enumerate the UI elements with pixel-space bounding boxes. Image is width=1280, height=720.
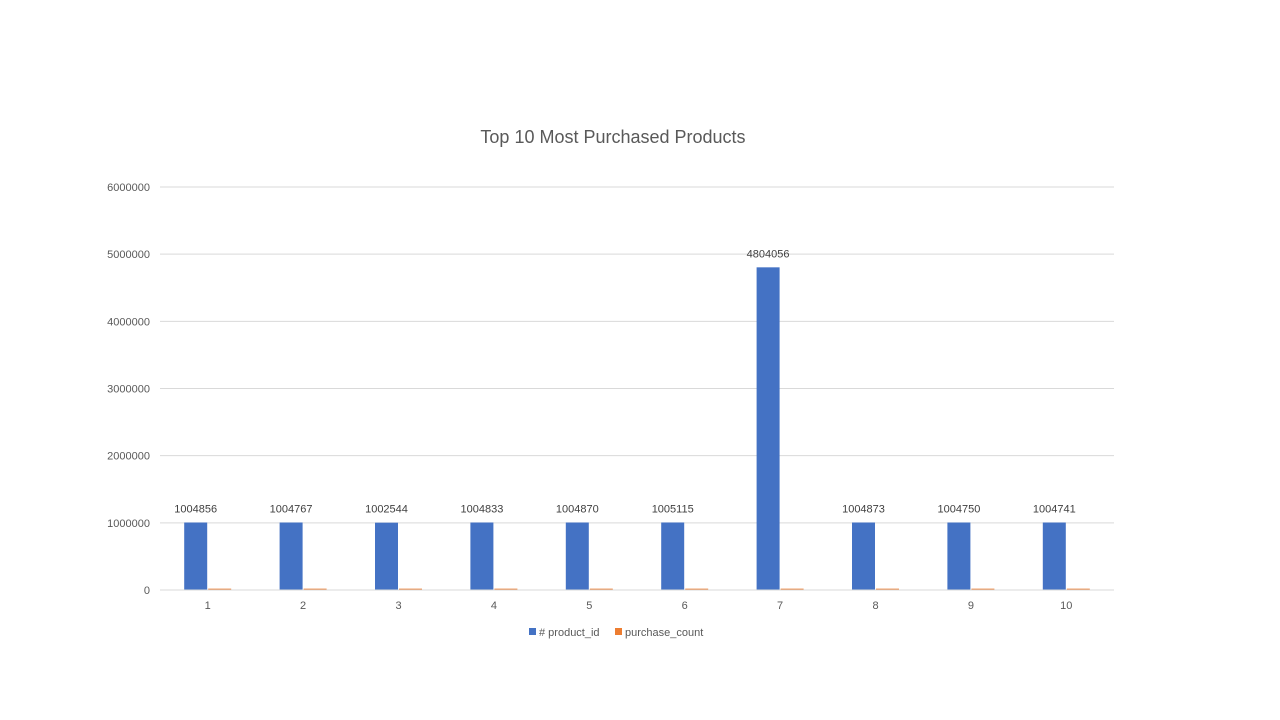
bar-purchase-count xyxy=(1066,588,1090,591)
data-label: 1004833 xyxy=(460,504,503,516)
y-axis-tick-labels: 0 1000000 2000000 3000000 4000000 5000000 6000… xyxy=(107,182,150,597)
y-tick-label: 4000000 xyxy=(107,316,150,328)
legend: # product_id purchase_count xyxy=(529,627,703,639)
bar-product-id xyxy=(1042,522,1066,590)
legend-label-product-id: # product_id xyxy=(539,627,600,639)
x-tick-label: 3 xyxy=(395,600,401,612)
x-tick-label: 7 xyxy=(777,600,783,612)
bar-purchase-count xyxy=(589,588,613,591)
bar-purchase-count xyxy=(780,588,804,591)
bar-purchase-count xyxy=(208,588,232,591)
bar-purchase-count xyxy=(494,588,518,591)
bar-product-id xyxy=(947,522,971,590)
x-tick-label: 6 xyxy=(682,600,688,612)
bar-purchase-count xyxy=(399,588,422,591)
data-label: 1004767 xyxy=(270,504,313,516)
bar-product-id xyxy=(184,522,208,590)
x-tick-label: 9 xyxy=(968,600,974,612)
bar-product-id xyxy=(661,522,685,590)
bar-product-id xyxy=(470,522,494,590)
bar-product-id xyxy=(852,522,875,590)
x-tick-label: 8 xyxy=(872,600,878,612)
legend-label-purchase-count: purchase_count xyxy=(625,627,703,639)
data-label: 1004741 xyxy=(1033,504,1076,516)
bar-purchase-count xyxy=(303,588,327,591)
bar-product-id xyxy=(756,267,780,590)
data-label: 1005115 xyxy=(652,503,694,515)
bar-product-id xyxy=(375,522,398,590)
chart-title: Top 10 Most Purchased Products xyxy=(480,127,745,147)
data-label: 1004750 xyxy=(937,504,980,516)
bar-purchase-count xyxy=(685,588,709,591)
bar-purchase-count xyxy=(876,588,899,591)
y-tick-label: 5000000 xyxy=(107,249,150,261)
y-tick-label: 0 xyxy=(144,585,150,597)
y-tick-label: 1000000 xyxy=(107,518,150,530)
data-label: 1004856 xyxy=(174,504,217,516)
data-label: 4804056 xyxy=(747,248,790,260)
x-axis-tick-labels: 1 2 3 4 5 6 7 8 9 10 xyxy=(205,600,1073,612)
y-tick-label: 6000000 xyxy=(107,182,150,194)
x-tick-label: 10 xyxy=(1060,600,1072,612)
bar-product-id xyxy=(565,522,589,590)
data-label: 1004873 xyxy=(842,504,885,516)
bar-product-id xyxy=(279,522,303,590)
y-tick-label: 2000000 xyxy=(107,451,150,463)
legend-swatch-purchase-count xyxy=(615,628,622,635)
data-label: 1004870 xyxy=(556,504,599,516)
y-tick-label: 3000000 xyxy=(107,384,150,396)
data-label: 1002544 xyxy=(365,504,408,516)
data-labels: 1004856 1004767 1002544 1004833 1004870 10051… xyxy=(174,248,1075,515)
legend-swatch-product-id xyxy=(529,628,536,635)
x-tick-label: 2 xyxy=(300,600,306,612)
x-tick-label: 5 xyxy=(586,600,592,612)
gridlines xyxy=(160,186,1114,524)
bars xyxy=(184,267,1090,591)
x-tick-label: 1 xyxy=(205,600,211,612)
bar-purchase-count xyxy=(971,588,995,591)
x-tick-label: 4 xyxy=(491,600,497,612)
